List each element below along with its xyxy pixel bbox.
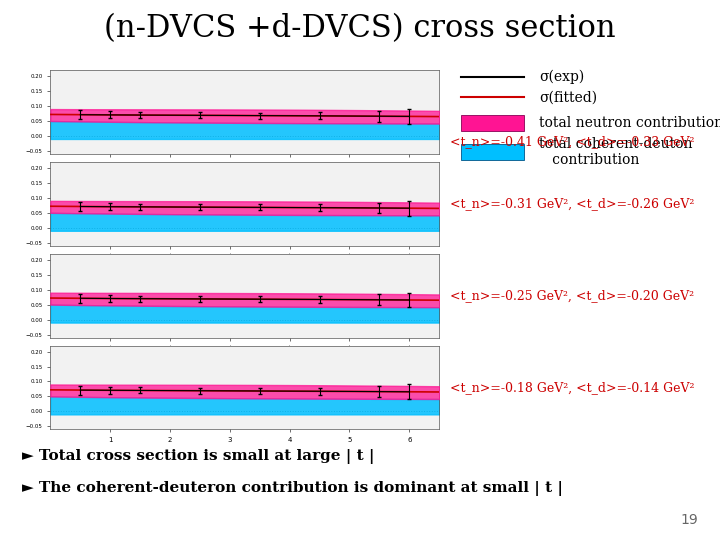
Text: σ(exp): σ(exp) [539, 70, 585, 84]
Text: <t_n>=-0.31 GeV², <t_d>=-0.26 GeV²: <t_n>=-0.31 GeV², <t_d>=-0.26 GeV² [450, 197, 694, 211]
Text: σ(fitted): σ(fitted) [539, 90, 598, 104]
Text: <t_n>=-0.25 GeV², <t_d>=-0.20 GeV²: <t_n>=-0.25 GeV², <t_d>=-0.20 GeV² [450, 289, 694, 302]
Text: (n-DVCS +d-DVCS) cross section: (n-DVCS +d-DVCS) cross section [104, 14, 616, 44]
Text: 19: 19 [680, 512, 698, 526]
Bar [461, 115, 523, 131]
Bar [461, 144, 523, 160]
Text: <t_n>=-0.18 GeV², <t_d>=-0.14 GeV²: <t_n>=-0.18 GeV², <t_d>=-0.14 GeV² [450, 381, 695, 394]
Text: ► The coherent-deuteron contribution is dominant at small | t |: ► The coherent-deuteron contribution is … [22, 481, 562, 496]
Text: ► Total cross section is small at large | t |: ► Total cross section is small at large … [22, 449, 374, 464]
Text: <t_n>=-0.41 GeV², <t_d>=-0.33 GeV²: <t_n>=-0.41 GeV², <t_d>=-0.33 GeV² [450, 135, 695, 148]
Text: total coherent-deuton
   contribution: total coherent-deuton contribution [539, 137, 693, 167]
Text: total neutron contribution: total neutron contribution [539, 116, 720, 130]
